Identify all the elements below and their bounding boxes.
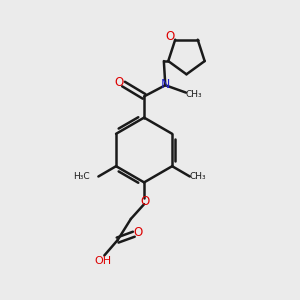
- Text: CH₃: CH₃: [190, 172, 206, 181]
- Text: OH: OH: [94, 256, 112, 266]
- Text: H₃C: H₃C: [73, 172, 90, 181]
- Text: CH₃: CH₃: [186, 90, 202, 99]
- Text: O: O: [134, 226, 143, 239]
- Text: N: N: [160, 77, 170, 91]
- Text: O: O: [115, 76, 124, 89]
- Text: O: O: [165, 30, 175, 43]
- Text: O: O: [140, 195, 150, 208]
